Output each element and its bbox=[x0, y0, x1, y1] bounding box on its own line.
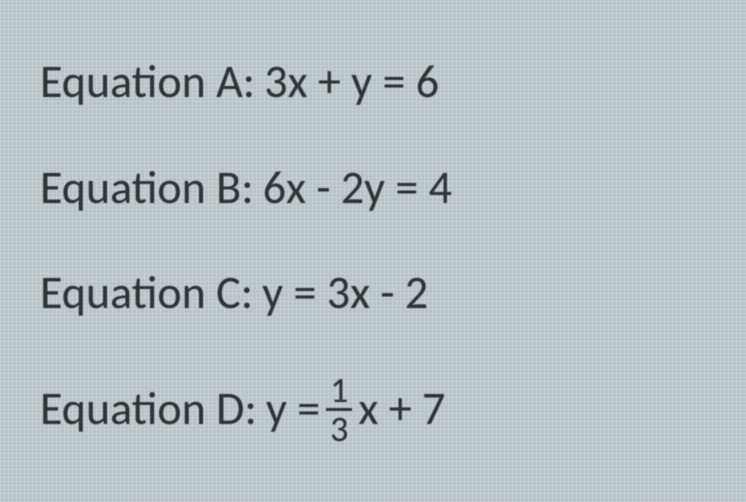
equation-c: Equation C: y = 3x - 2 bbox=[40, 266, 706, 321]
equation-a: Equation A: 3x + y = 6 bbox=[40, 55, 706, 110]
fraction-numerator: 1 bbox=[326, 372, 352, 408]
equation-c-expr: y = 3x - 2 bbox=[262, 266, 428, 321]
fraction-one-third: 1 3 bbox=[326, 372, 352, 447]
equation-d: Equation D: y = 1 3 x + 7 bbox=[40, 372, 706, 447]
equation-b-label: Equation B: bbox=[40, 161, 254, 216]
equation-b: Equation B: 6x - 2y = 4 bbox=[40, 161, 706, 216]
equation-a-expr: 3x + y = 6 bbox=[264, 55, 439, 110]
equation-c-label: Equation C: bbox=[40, 266, 253, 321]
equation-d-rhs: x + 7 bbox=[358, 382, 445, 437]
equation-a-label: Equation A: bbox=[40, 55, 255, 110]
equation-d-label: Equation D: bbox=[40, 382, 257, 437]
equation-d-lhs: y = bbox=[266, 382, 320, 437]
fraction-denominator: 3 bbox=[326, 408, 352, 447]
equation-b-expr: 6x - 2y = 4 bbox=[263, 161, 452, 216]
